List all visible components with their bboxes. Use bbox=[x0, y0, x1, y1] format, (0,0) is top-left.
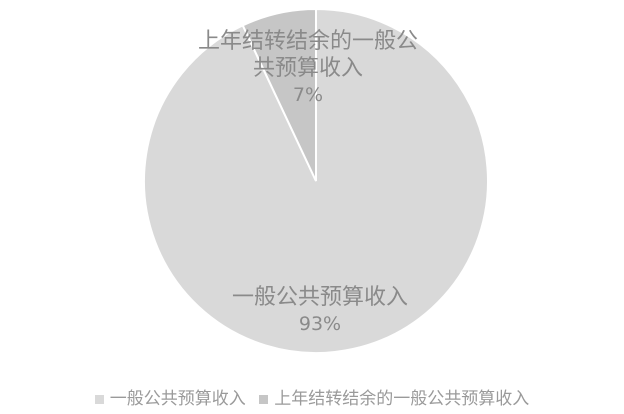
pie-slice-general-budget bbox=[143, 7, 489, 354]
legend-label-general-budget: 一般公共预算收入 bbox=[109, 389, 246, 409]
slice-label-carryover: 上年结转结余的一般公共预算收入 7% bbox=[193, 28, 423, 109]
legend-label-carryover: 上年结转结余的一般公共预算收入 bbox=[274, 389, 530, 409]
slice-label-carryover-name: 上年结转结余的一般公共预算收入 bbox=[197, 29, 418, 81]
pie-slice-carryover bbox=[241, 7, 317, 182]
slice-label-general-budget: 一般公共预算收入 93% bbox=[220, 284, 420, 338]
legend: 一般公共预算收入 上年结转结余的一般公共预算收入 bbox=[0, 384, 624, 409]
legend-swatch-general-budget bbox=[94, 395, 104, 404]
slice-label-carryover-value: 7% bbox=[292, 84, 324, 106]
legend-item-carryover: 上年结转结余的一般公共预算收入 bbox=[259, 384, 529, 409]
legend-swatch-carryover bbox=[259, 395, 269, 404]
legend-item-general-budget: 一般公共预算收入 bbox=[94, 384, 246, 409]
slice-label-general-budget-value: 93% bbox=[298, 313, 342, 335]
slice-label-general-budget-name: 一般公共预算收入 bbox=[231, 285, 408, 310]
